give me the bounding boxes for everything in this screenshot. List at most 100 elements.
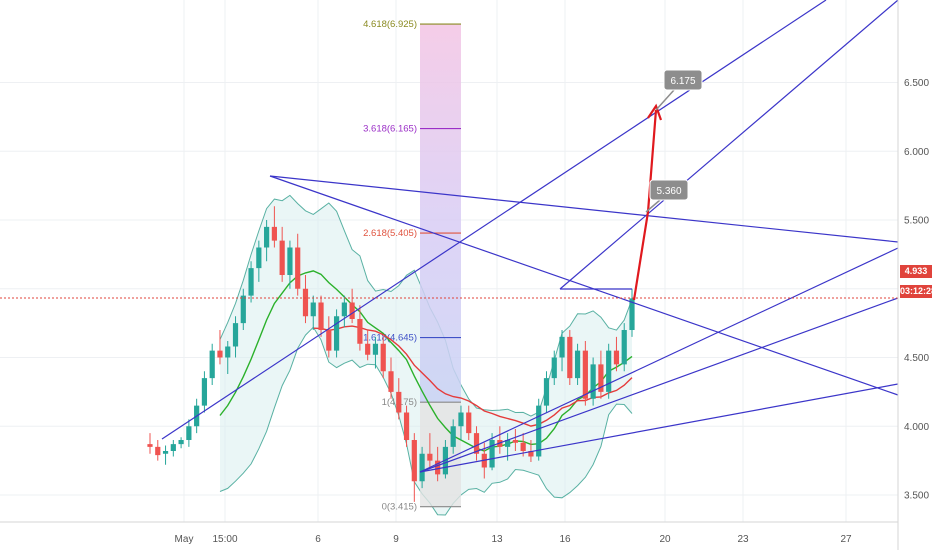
candle-body	[155, 446, 161, 456]
trendlines	[0, 0, 899, 473]
x-tick-label: 20	[659, 534, 671, 545]
fib-level-label: 3.618(6.165)	[363, 124, 417, 135]
candle-body	[326, 330, 332, 351]
last-price-label: 4.933	[900, 265, 932, 278]
moving-averages	[219, 270, 633, 452]
callout-pointer	[655, 89, 675, 111]
candle-body	[388, 371, 394, 392]
candle-body	[520, 442, 526, 451]
price-projection: 5.360 6.175	[632, 69, 703, 301]
candle-body	[403, 412, 410, 440]
candle-body	[543, 378, 550, 406]
callout-box	[663, 69, 703, 91]
candle-body	[528, 451, 534, 457]
candle-body	[162, 451, 169, 454]
trendline	[161, 0, 827, 440]
candle-body	[536, 405, 542, 457]
x-tick-label: May	[175, 534, 194, 545]
trendline	[419, 247, 899, 473]
x-tick-label: 13	[491, 534, 503, 545]
candle-body	[201, 378, 208, 406]
candle-body	[505, 440, 511, 447]
candle-body	[466, 412, 472, 434]
candle-body	[365, 343, 371, 355]
candle-body	[357, 319, 363, 344]
projection-arrowhead	[647, 103, 663, 121]
candle-body	[232, 323, 239, 347]
candle-body	[147, 444, 153, 447]
candle-body	[341, 302, 347, 317]
candle-body	[318, 302, 324, 330]
candle-body	[380, 343, 386, 372]
candle-body	[559, 336, 565, 358]
candle-body	[435, 460, 441, 475]
fib-zone	[420, 24, 461, 403]
candle-body	[567, 336, 573, 379]
candle-body	[396, 391, 402, 413]
candle-body	[512, 440, 518, 443]
y-tick-label: 6.500	[904, 78, 929, 89]
candle-body	[170, 444, 176, 451]
candle-body	[450, 426, 456, 447]
projection-arrow	[632, 109, 658, 301]
candle-body	[256, 247, 262, 269]
candle-body	[606, 350, 612, 392]
candle-body	[372, 343, 379, 355]
y-tick-label: 4.500	[904, 353, 929, 364]
y-tick-label: 6.000	[904, 147, 929, 158]
candle-body	[411, 440, 417, 482]
candle-body	[419, 453, 425, 482]
x-tick-label: 15:00	[212, 534, 237, 545]
candle-body	[217, 350, 223, 358]
candle-body	[225, 346, 231, 358]
candle-body	[186, 426, 192, 440]
candle-body	[489, 440, 495, 468]
candle-body	[613, 350, 620, 365]
candle-body	[473, 433, 480, 454]
candle-body	[271, 226, 277, 241]
candle-body	[582, 350, 588, 399]
trendline	[419, 297, 899, 473]
fibonacci-extension: 0(3.415)1(4.175)1.618(4.645)2.618(5.405)…	[363, 19, 461, 513]
candle-body	[279, 240, 285, 275]
candle-body	[590, 364, 596, 399]
candle-body	[264, 226, 270, 248]
y-tick-label: 5.500	[904, 216, 929, 227]
bar-countdown-label: 03:12:28	[900, 285, 932, 298]
y-tick-label: 3.500	[904, 491, 929, 502]
candle-body	[209, 350, 215, 379]
candle-body	[295, 247, 301, 289]
candle-body	[427, 453, 433, 461]
x-tick-label: 16	[559, 534, 571, 545]
candle-body	[551, 357, 557, 379]
trendline	[559, 0, 899, 290]
candle-body	[621, 330, 627, 365]
candle-body	[458, 412, 464, 427]
callout-text: 6.175	[670, 76, 695, 87]
callout-pointer	[645, 199, 661, 213]
candle-body	[349, 302, 355, 319]
fib-level-label: 4.618(6.925)	[363, 19, 417, 30]
sma-line	[219, 270, 633, 452]
candle-body	[310, 302, 316, 317]
candle-body	[333, 316, 340, 351]
x-tick-label: 27	[840, 534, 852, 545]
callout-box	[649, 179, 689, 201]
candle-body	[248, 268, 254, 296]
fib-base-zone	[420, 402, 461, 507]
x-tick-label: 6	[315, 534, 321, 545]
trendline	[269, 175, 899, 243]
callout-text: 5.360	[656, 186, 681, 197]
fib-level-label: 0(3.415)	[382, 502, 417, 513]
fib-level-label: 1.618(4.645)	[363, 333, 417, 344]
trendline	[419, 383, 899, 473]
x-tick-label: 23	[737, 534, 749, 545]
fib-level-label: 2.618(5.405)	[363, 228, 417, 239]
x-tick-label: 9	[393, 534, 399, 545]
trendline	[269, 175, 899, 396]
ema-line	[313, 325, 633, 427]
candle-body	[629, 298, 635, 330]
